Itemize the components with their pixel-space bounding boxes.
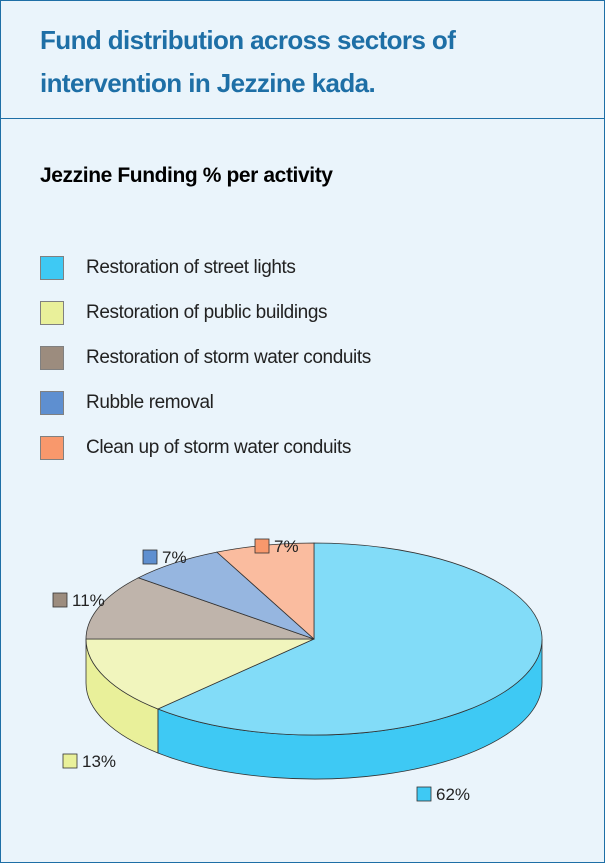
data-label-text: 7%	[162, 548, 187, 567]
pie-slice	[156, 542, 543, 736]
legend-swatch	[40, 436, 64, 460]
data-label-text: 13%	[82, 752, 116, 771]
legend-swatch	[40, 391, 64, 415]
legend-swatch	[40, 301, 64, 325]
data-label-text: 62%	[436, 785, 470, 804]
data-label-text: 7%	[274, 537, 299, 556]
legend-swatch	[40, 346, 64, 370]
data-label-swatch	[52, 592, 68, 608]
data-label-swatch	[142, 549, 158, 565]
legend-item: Restoration of storm water conduits	[40, 346, 371, 370]
legend-item: Restoration of street lights	[40, 256, 371, 280]
data-label-swatch	[254, 538, 270, 554]
data-label: 7%	[142, 548, 187, 567]
data-label-text: 11%	[72, 591, 105, 610]
chart-legend: Restoration of street lights Restoration…	[40, 256, 371, 481]
pie-slice	[85, 577, 315, 640]
chart-title: Jezzine Funding % per activity	[40, 164, 333, 187]
legend-item: Rubble removal	[40, 391, 371, 415]
data-label: 62%	[416, 785, 470, 804]
legend-label: Restoration of public buildings	[86, 302, 328, 323]
data-label-swatch	[62, 753, 78, 769]
header-band: Fund distribution across sectors of inte…	[1, 1, 604, 119]
data-label: 11%	[52, 591, 105, 610]
legend-item: Restoration of public buildings	[40, 301, 371, 325]
pie-slice	[85, 638, 315, 710]
pie-tops	[85, 542, 543, 736]
page-title: Fund distribution across sectors of inte…	[40, 25, 456, 98]
legend-label: Clean up of storm water conduits	[86, 437, 351, 458]
legend-label: Restoration of storm water conduits	[86, 347, 371, 368]
data-label-swatch	[416, 786, 432, 802]
legend-label: Rubble removal	[86, 392, 214, 413]
legend-item: Clean up of storm water conduits	[40, 436, 371, 460]
legend-swatch	[40, 256, 64, 280]
legend-label: Restoration of street lights	[86, 257, 296, 278]
data-label: 13%	[62, 752, 116, 771]
data-label: 7%	[254, 537, 299, 556]
